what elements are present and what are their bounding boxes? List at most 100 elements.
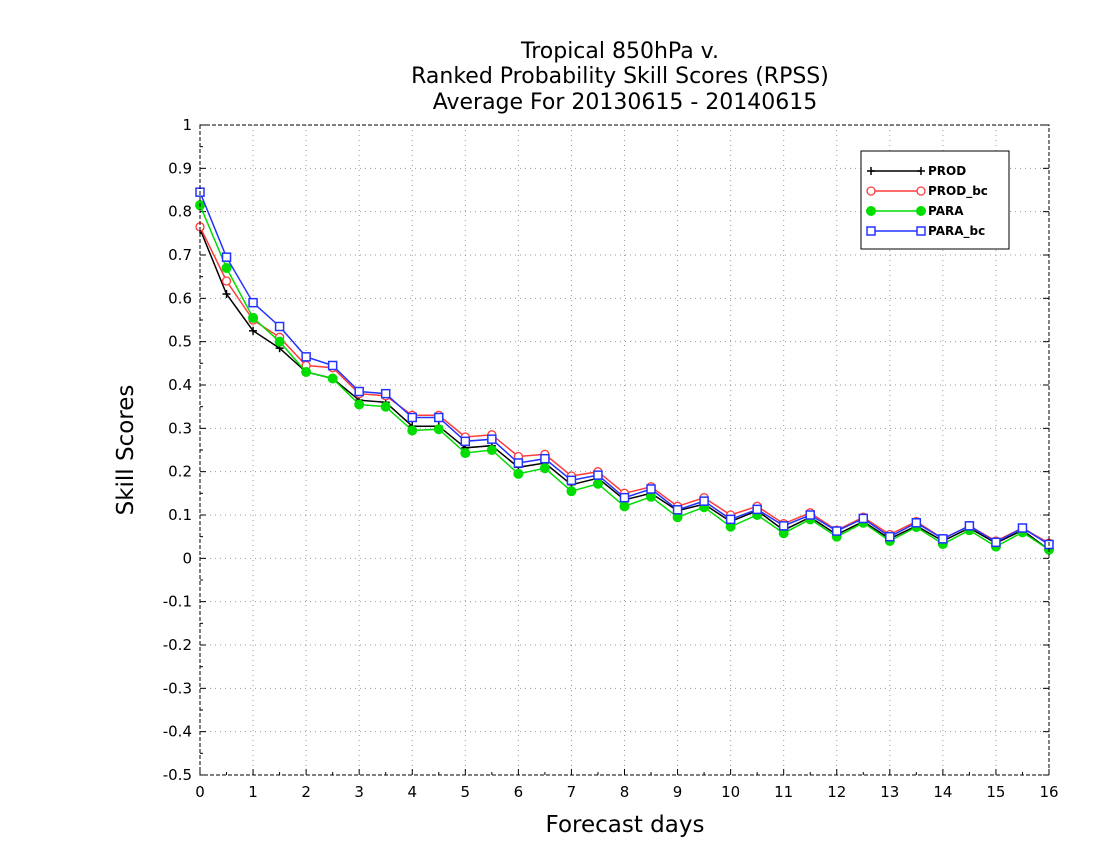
legend-marker [917, 167, 925, 175]
x-tick-label: 13 [880, 783, 899, 801]
legend-marker [866, 206, 876, 216]
chart-title-line-1: Tropical 850hPa v. [520, 39, 719, 64]
legend-label: PROD_bc [928, 184, 988, 199]
data-point-para-bc [380, 388, 391, 399]
data-point-para [513, 468, 524, 479]
data-point-para [433, 424, 444, 435]
y-tick-label: 0.5 [168, 333, 192, 351]
data-point-para [380, 401, 391, 412]
data-point-para-bc [513, 458, 524, 468]
data-point-para-bc [911, 518, 922, 528]
data-point-para-bc [885, 531, 895, 542]
data-point-para [539, 463, 550, 474]
data-point-para-bc [1017, 523, 1028, 533]
x-tick-label: 6 [514, 783, 524, 801]
data-point-para-bc [778, 521, 789, 531]
grid [200, 125, 1049, 775]
series-para [195, 200, 1054, 555]
data-point-para [407, 425, 418, 436]
x-tick-label: 0 [195, 783, 205, 801]
data-point-para [274, 336, 285, 347]
x-tick-label: 5 [461, 783, 471, 801]
chart-title-line-2: Ranked Probability Skill Scores (RPSS) [411, 64, 829, 89]
data-point-para [486, 445, 497, 455]
data-point-para-bc [407, 412, 417, 423]
data-point-para-bc [434, 412, 444, 423]
data-point-para-bc [487, 434, 497, 444]
plot-frame [199, 124, 1050, 776]
data-point-para-bc [964, 521, 975, 531]
data-point-para-bc [646, 484, 656, 494]
data-point-para-bc [566, 475, 577, 486]
legend-marker [916, 186, 926, 196]
legend-item-prod-bc: PROD_bc [866, 184, 988, 199]
chart-title-line-3: Average For 20130615 - 20140615 [433, 90, 818, 115]
data-point-para-bc [832, 526, 842, 536]
data-point-para [301, 367, 312, 377]
x-tick-label: 8 [620, 783, 630, 801]
legend-item-para: PARA [866, 204, 964, 218]
legend-item-para-bc: PARA_bc [866, 224, 985, 239]
data-point-para [221, 263, 232, 273]
data-point-prod-bc [221, 276, 232, 286]
legend-box [860, 150, 1010, 250]
y-tick-label: -0.2 [163, 636, 192, 654]
data-point-para-bc [274, 321, 285, 332]
x-tick-label: 16 [1039, 783, 1058, 801]
x-tick-label: 9 [673, 783, 683, 801]
data-point-para [327, 373, 338, 384]
data-point-prod [249, 326, 258, 335]
data-point-para-bc [354, 386, 364, 397]
x-tick-label: 3 [354, 783, 364, 801]
y-axis-label: Skill Scores [113, 385, 139, 516]
y-tick-label: 0.8 [168, 203, 192, 221]
y-tick-label: -0.5 [163, 766, 192, 784]
axis-ticks: 0 1 2 3 4 5 6 7 8 9 10 11 12 13 14 15 16-0.5-0.4-0.3-0.2… [163, 116, 1059, 801]
chart-title: Tropical 850hPa v. Ranked Probability Sk… [411, 39, 829, 115]
data-point-para-bc [248, 297, 258, 308]
x-tick-label: 11 [774, 783, 793, 801]
data-point-para [460, 448, 471, 459]
y-tick-label: -0.3 [163, 679, 192, 697]
legend-marker [867, 167, 875, 175]
data-point-para-bc [699, 496, 709, 506]
data-point-para-bc [593, 470, 603, 480]
y-tick-label: -0.1 [163, 593, 192, 611]
x-tick-label: 14 [933, 783, 952, 801]
y-tick-label: 0.9 [168, 159, 192, 177]
x-tick-label: 10 [721, 783, 740, 801]
legend-marker [866, 226, 876, 236]
x-tick-label: 4 [407, 783, 417, 801]
data-point-para-bc [460, 436, 471, 447]
x-tick-label: 7 [567, 783, 577, 801]
legend-item-prod: PROD [867, 164, 966, 178]
y-tick-label: 0.2 [168, 463, 192, 481]
y-tick-label: -0.4 [163, 723, 192, 741]
x-tick-label: 1 [248, 783, 258, 801]
data-point-para [354, 399, 365, 410]
y-tick-label: 0.7 [168, 246, 192, 264]
series-para-bc [195, 187, 1054, 550]
legend-marker [916, 206, 926, 216]
data-point-prod [222, 290, 231, 298]
data-point-para [566, 486, 577, 497]
data-point-para [592, 478, 603, 489]
legend-label: PARA [928, 204, 964, 218]
x-tick-label: 12 [827, 783, 846, 801]
legend-marker [866, 186, 876, 196]
data-point-para-bc [991, 537, 1001, 548]
y-tick-label: 0.6 [168, 289, 192, 307]
data-point-para-bc [725, 514, 736, 525]
legend: PROD PROD_bc PARA PARA_bc [860, 150, 1010, 250]
data-point-para-bc [221, 252, 232, 262]
data-point-para-bc [858, 513, 869, 524]
data-point-para-bc [327, 360, 338, 371]
series-layer [195, 187, 1054, 555]
data-point-para-bc [540, 453, 550, 464]
y-tick-label: 0 [182, 549, 192, 567]
data-point-para-bc [805, 510, 815, 520]
data-point-para-bc [938, 534, 948, 544]
data-point-para-bc [619, 492, 630, 503]
